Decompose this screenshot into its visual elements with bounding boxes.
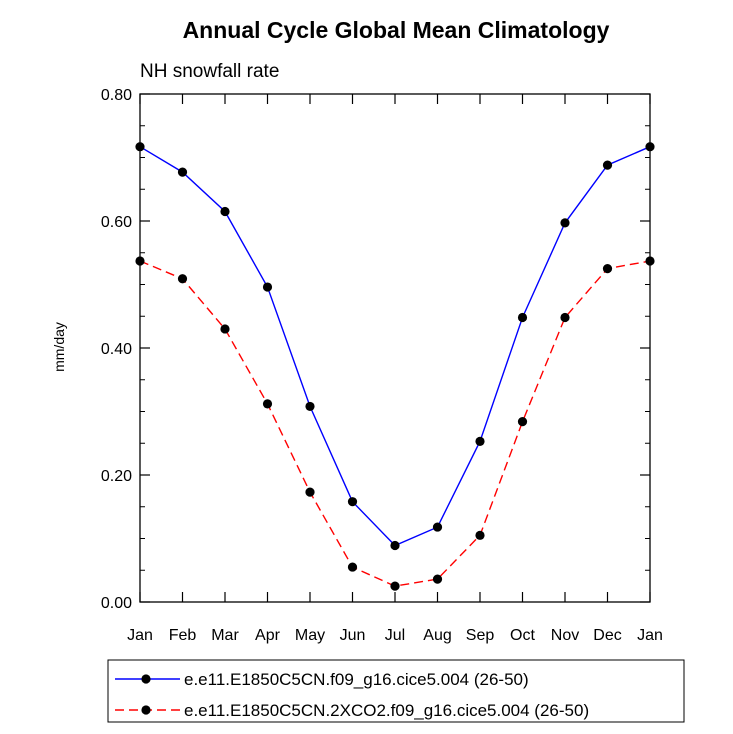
legend-swatch-marker (141, 705, 151, 715)
legend-swatch-marker (141, 674, 151, 684)
x-tick-labels: Jan Feb Mar Apr May Jun Jul Aug Sep Oct Nov Dec Jan (127, 627, 663, 644)
data-point (517, 417, 528, 427)
plot-frame (139, 93, 651, 603)
data-point (220, 206, 230, 217)
data-point (262, 399, 273, 409)
series-markers (135, 142, 655, 591)
data-point (220, 324, 230, 334)
data-point (390, 581, 400, 591)
legend: e.e11.E1850C5CN.f09_g16.cice5.004 (26-50… (107, 659, 685, 723)
legend-label: e.e11.E1850C5CN.2XCO2.f09_g16.cice5.004 … (184, 701, 589, 720)
series-lines (139, 146, 651, 587)
data-point (262, 282, 273, 292)
x-tick-label: Apr (255, 627, 281, 644)
chart-title: Annual Cycle Global Mean Climatology (183, 17, 610, 43)
x-tick-label: Aug (423, 627, 451, 644)
y-tick-label: 0.40 (101, 341, 132, 358)
data-point (347, 562, 358, 572)
y-tick-label: 0.20 (101, 468, 132, 485)
series-line-2 (139, 260, 651, 587)
x-tick-label: Jul (385, 627, 405, 644)
x-tick-label: Oct (510, 627, 535, 644)
x-tick-label: Jun (340, 627, 366, 644)
data-point (390, 540, 400, 551)
y-tick-label: 0.80 (101, 87, 132, 104)
data-point (305, 401, 315, 412)
series-line-1 (139, 146, 651, 547)
x-tick-label: Mar (211, 627, 239, 644)
x-tick-label: Feb (169, 627, 197, 644)
data-point (475, 436, 485, 446)
data-point (560, 312, 570, 323)
y-tick-label: 0.00 (101, 595, 132, 612)
chart-subtitle: NH snowfall rate (140, 61, 279, 82)
data-point (475, 530, 485, 540)
x-tick-label: Jan (637, 627, 663, 644)
data-point (432, 522, 443, 532)
y-axis-label: mm/day (51, 322, 67, 372)
x-tick-label: Sep (466, 627, 495, 644)
data-point (602, 264, 613, 274)
data-point (517, 312, 528, 323)
data-point (602, 160, 613, 170)
legend-label: e.e11.E1850C5CN.f09_g16.cice5.004 (26-50… (184, 670, 529, 689)
legend-box (107, 659, 685, 723)
data-point (305, 487, 315, 497)
axis-ticks (139, 93, 651, 603)
data-point (560, 218, 570, 228)
x-tick-label: Nov (551, 627, 579, 644)
data-point (432, 574, 443, 584)
x-tick-label: Dec (593, 627, 621, 644)
data-point (347, 497, 358, 507)
x-tick-label: Jan (127, 627, 153, 644)
y-tick-labels: 0.00 0.20 0.40 0.60 0.80 (101, 87, 132, 612)
data-point (177, 274, 188, 284)
x-tick-label: May (295, 627, 325, 644)
y-tick-label: 0.60 (101, 214, 132, 231)
data-point (177, 167, 188, 177)
